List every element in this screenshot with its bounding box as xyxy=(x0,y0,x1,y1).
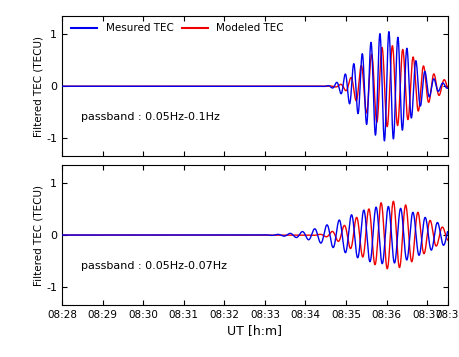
Text: passband : 0.05Hz-0.1Hz: passband : 0.05Hz-0.1Hz xyxy=(81,112,220,122)
X-axis label: UT [h:m]: UT [h:m] xyxy=(227,324,282,337)
Y-axis label: Filtered TEC (TECU): Filtered TEC (TECU) xyxy=(34,185,43,286)
Text: passband : 0.05Hz-0.07Hz: passband : 0.05Hz-0.07Hz xyxy=(81,261,227,271)
Legend: Mesured TEC, Modeled TEC: Mesured TEC, Modeled TEC xyxy=(69,21,286,35)
Y-axis label: Filtered TEC (TECU): Filtered TEC (TECU) xyxy=(34,36,43,137)
